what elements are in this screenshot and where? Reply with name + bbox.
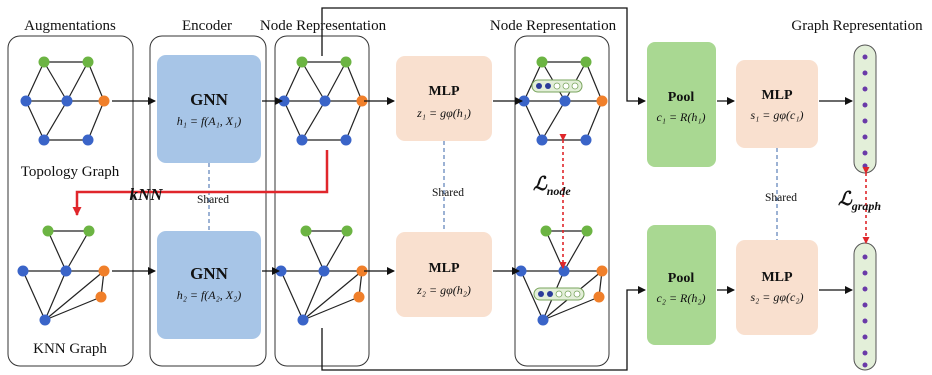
graph-node <box>42 225 54 237</box>
mlp-node-box-top <box>396 56 492 141</box>
graph-node <box>353 291 365 303</box>
node-representation-graph-top-2 <box>518 56 608 146</box>
graph-node <box>39 314 51 326</box>
encoder-panel <box>149 35 267 367</box>
graph-node <box>340 56 352 68</box>
graph-node <box>319 95 331 107</box>
augmentations-panel <box>7 35 134 367</box>
knn-arrow-label: kNN <box>129 185 163 204</box>
graph-node <box>341 225 353 237</box>
graph-node <box>540 225 552 237</box>
graph-loss-symbol: ℒ <box>838 189 853 210</box>
graph-node <box>296 56 308 68</box>
node-loss-symbol: ℒ <box>533 174 548 195</box>
graph-node <box>98 95 110 107</box>
graph-node <box>300 225 312 237</box>
graph-node <box>38 134 50 146</box>
graph-node <box>559 95 571 107</box>
pool-box-bottom <box>647 225 716 345</box>
graph-node <box>558 265 570 277</box>
graph-node <box>340 134 352 146</box>
gnn-formula-top: h₁ = f(A₁, X₁) <box>177 114 242 128</box>
graph-node <box>356 265 368 277</box>
graph-node <box>581 225 593 237</box>
graph-vector-bottom-dots <box>862 254 868 368</box>
node-loss-subscript: node <box>547 184 572 198</box>
graph-node <box>82 134 94 146</box>
gnn-box-top <box>157 55 261 163</box>
gnn-formula-bottom: h₂ = f(A₂, X₂) <box>177 288 242 302</box>
knn-graph-bottom <box>17 225 110 326</box>
pool-formula-top: c₁ = R(h₁) <box>656 110 705 124</box>
graph-node <box>536 134 548 146</box>
graph-node <box>580 134 592 146</box>
mlp-graph-box-top <box>736 60 818 148</box>
pool-box-top <box>647 42 716 167</box>
flow-arrows <box>112 7 853 371</box>
graph-node <box>61 95 73 107</box>
graph-node <box>17 265 29 277</box>
node-representation-graph-top-1 <box>278 56 368 146</box>
pool-title-top: Pool <box>668 90 695 105</box>
node-representation-panel-1 <box>274 35 370 367</box>
graph-node <box>596 265 608 277</box>
knn-arrow <box>72 150 329 216</box>
mlp-graph-title-top: MLP <box>761 88 793 103</box>
gnn-title-top: GNN <box>190 90 229 109</box>
node-representation-graph-bottom-1 <box>275 225 368 326</box>
pool-formula-bottom: c₂ = R(h₂) <box>656 291 705 305</box>
graph-node <box>82 56 94 68</box>
graph-loss-subscript: graph <box>851 199 882 213</box>
graph-node <box>20 95 32 107</box>
node-representation-panel-2 <box>514 35 610 367</box>
mlp-node-shared-label: Shared <box>432 187 464 199</box>
graph-node <box>38 56 50 68</box>
encoder-shared-label: Shared <box>197 194 229 206</box>
gnn-title-bottom: GNN <box>190 264 229 283</box>
header-node-representation-1: Node Representation <box>260 18 387 34</box>
node-representation-graph-bottom-2 <box>515 225 608 326</box>
mlp-graph-formula-top: s₁ = gφ(c₁) <box>750 108 803 122</box>
header-node-representation-2: Node Representation <box>490 18 617 34</box>
mlp-node-box-bottom <box>396 232 492 317</box>
graph-node <box>537 314 549 326</box>
gnn-box-bottom <box>157 231 261 339</box>
header-augmentations: Augmentations <box>24 18 116 34</box>
node-loss-label: ℒnode <box>533 174 571 198</box>
header-encoder: Encoder <box>182 18 232 34</box>
graph-node <box>95 291 107 303</box>
mlp-graph-shared-label: Shared <box>765 192 797 204</box>
mlp-node-title-top: MLP <box>428 84 460 99</box>
graph-node <box>60 265 72 277</box>
graph-loss-label: ℒgraph <box>838 189 881 213</box>
mlp-graph-formula-bottom: s₂ = gφ(c₂) <box>750 290 803 304</box>
graph-node <box>580 56 592 68</box>
topology-graph-label: Topology Graph <box>21 164 120 180</box>
graph-node <box>297 314 309 326</box>
mlp-node-formula-top: z₁ = gφ(h₁) <box>416 106 471 120</box>
graph-node <box>98 265 110 277</box>
mlp-graph-box-bottom <box>736 240 818 335</box>
header-graph-representation: Graph Representation <box>791 18 923 34</box>
graph-node <box>83 225 95 237</box>
knn-graph-label: KNN Graph <box>33 341 107 357</box>
mlp-node-title-bottom: MLP <box>428 261 460 276</box>
graph-node <box>318 265 330 277</box>
graph-node <box>356 95 368 107</box>
graph-node <box>596 95 608 107</box>
mlp-graph-title-bottom: MLP <box>761 270 793 285</box>
topology-graph-top <box>20 56 110 146</box>
graph-node <box>296 134 308 146</box>
graph-node <box>593 291 605 303</box>
graph-node <box>536 56 548 68</box>
pool-title-bottom: Pool <box>668 271 695 286</box>
mlp-node-formula-bottom: z₂ = gφ(h₂) <box>416 283 471 297</box>
